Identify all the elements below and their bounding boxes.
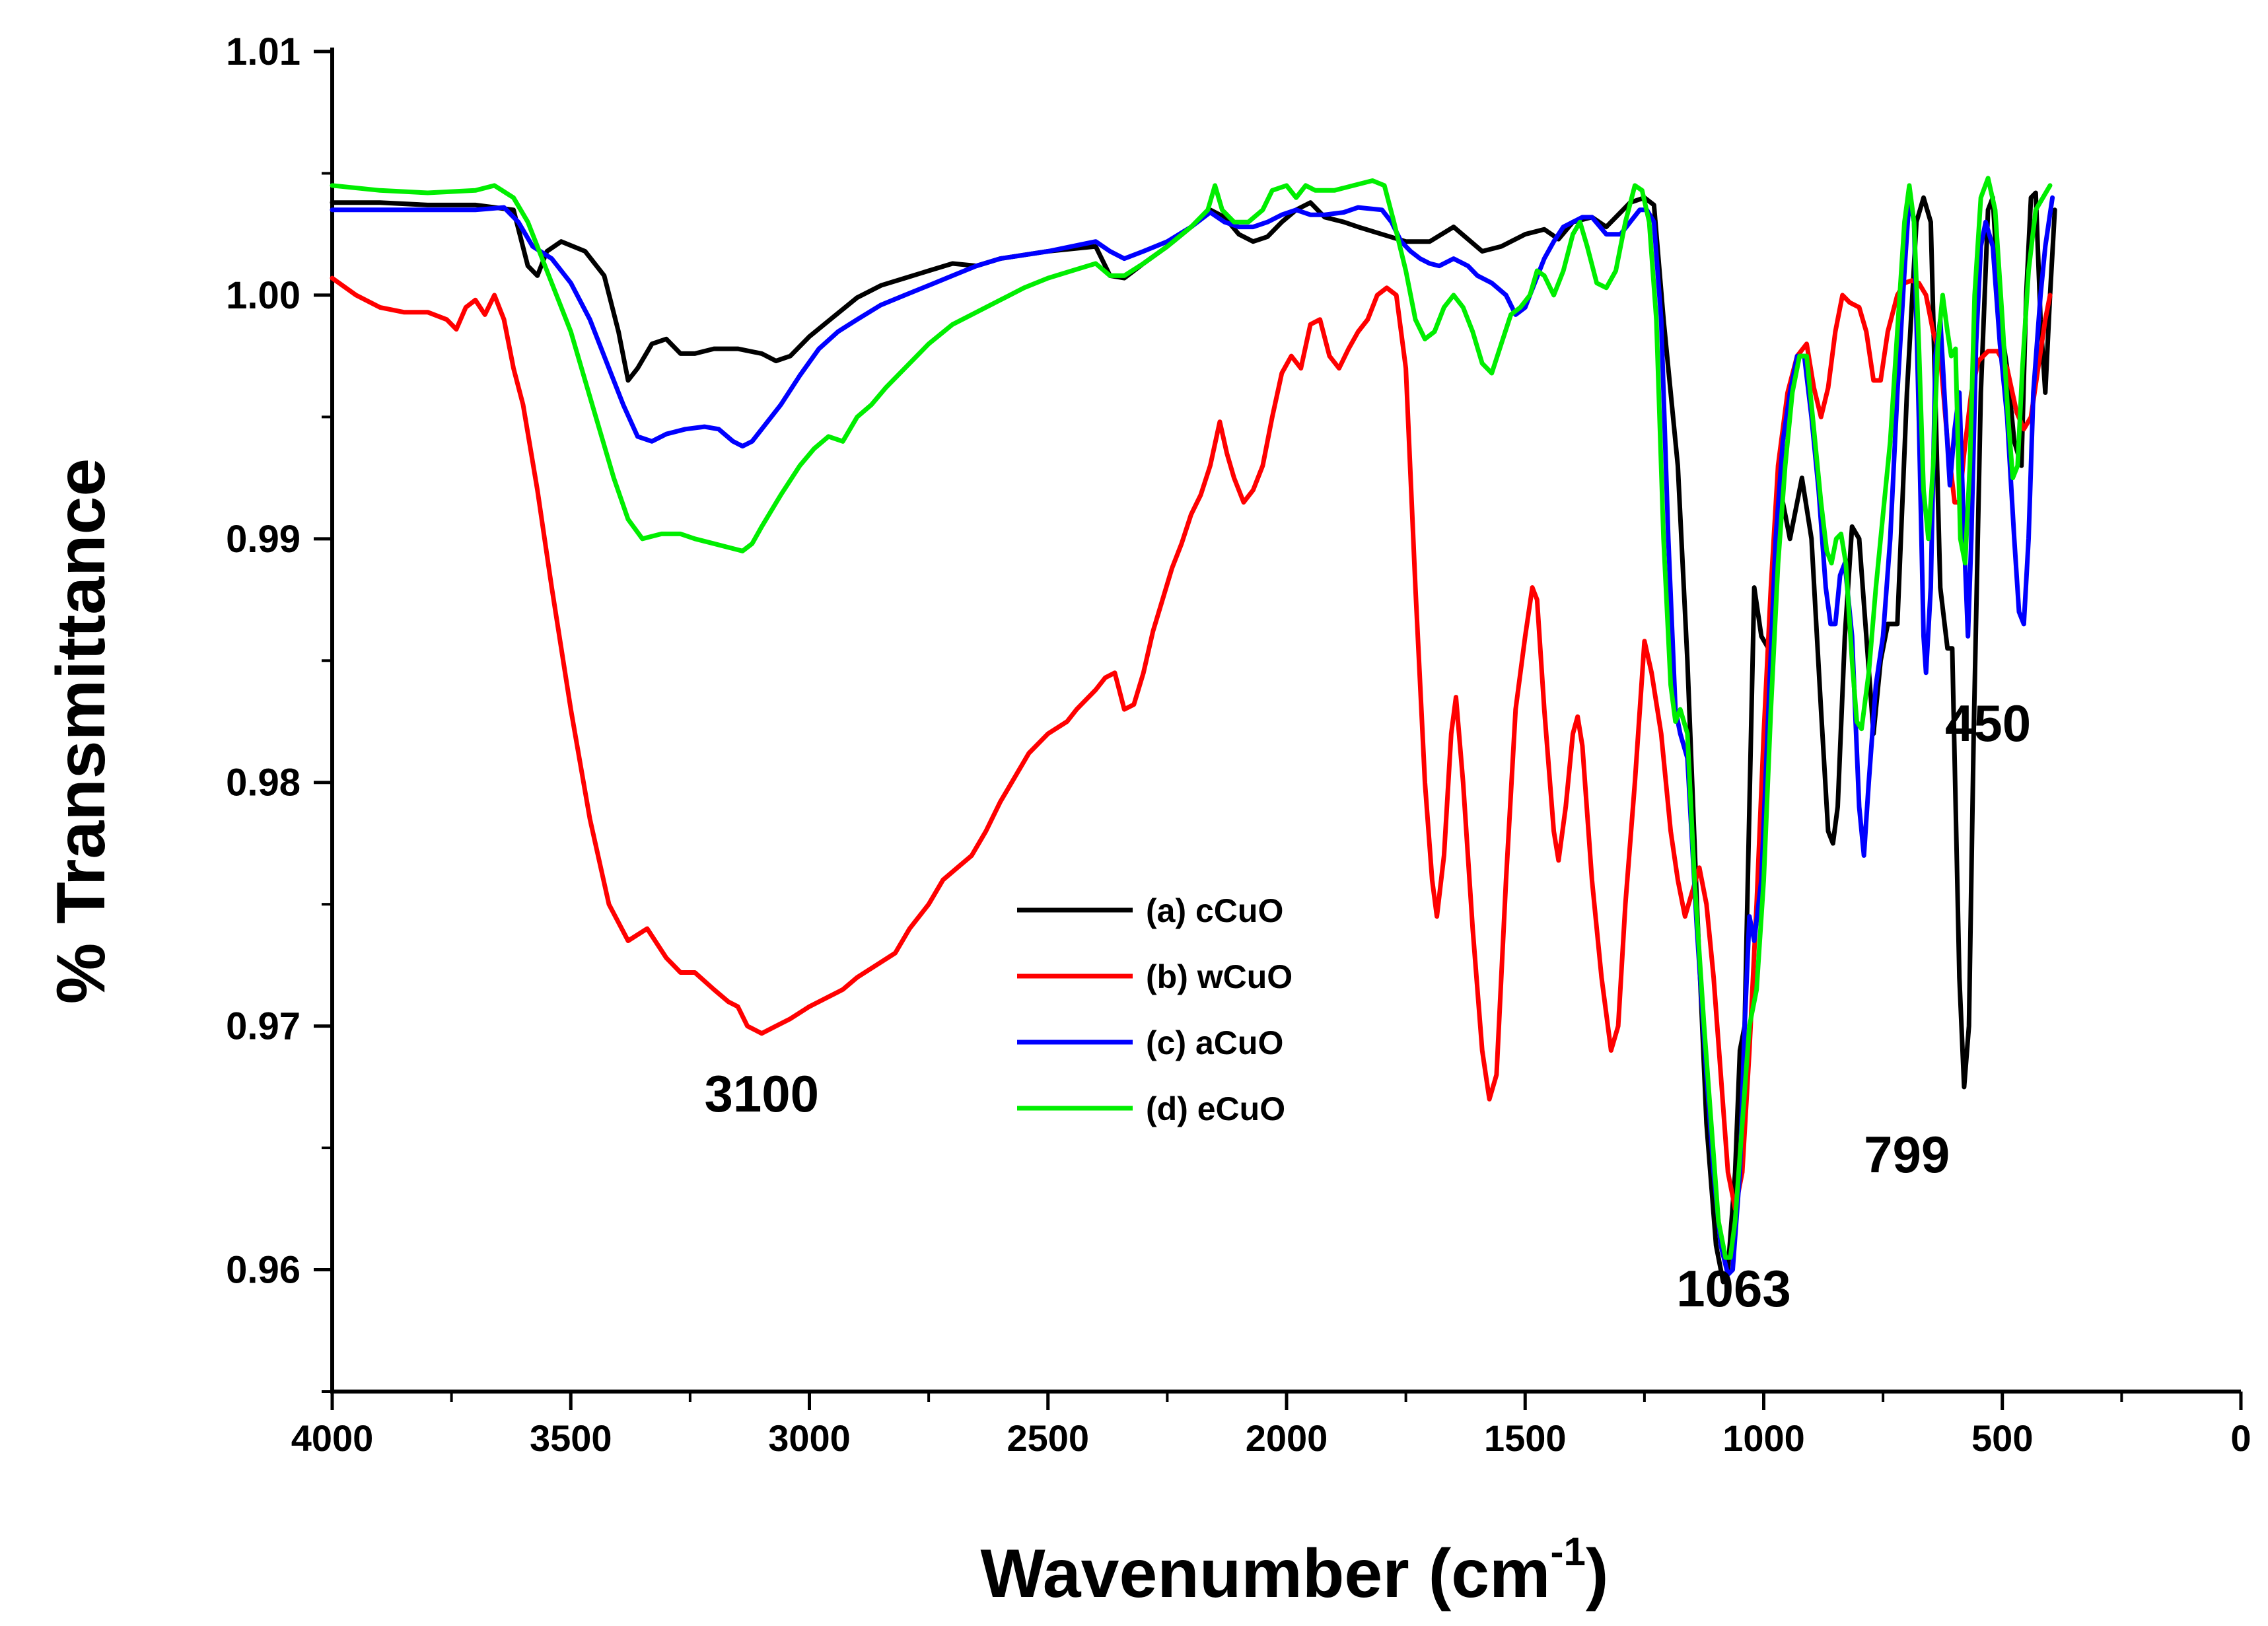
y-tick-label: 0.97 <box>226 1005 301 1048</box>
series-lines <box>330 176 2057 1285</box>
peak-annotations: 3100 1063 799 450 <box>704 694 2031 1318</box>
x-tick-label: 4000 <box>291 1417 374 1459</box>
x-tick-label: 3000 <box>768 1417 851 1459</box>
x-tick-label: 2500 <box>1007 1417 1089 1459</box>
legend: (a) cCuO (b) wCuO (c) aCuO (d) eCuO <box>1017 892 1293 1127</box>
x-axis-title-close: ) <box>1586 1536 1609 1612</box>
legend-label-a-ccuo: (a) cCuO <box>1146 892 1283 929</box>
x-axis-title-superscript: -1 <box>1551 1530 1586 1574</box>
x-tick-label: 500 <box>1971 1417 2033 1459</box>
y-tick-label: 1.00 <box>226 274 301 317</box>
legend-label-d-ecuo: (d) eCuO <box>1146 1090 1285 1127</box>
x-tick-label: 1500 <box>1484 1417 1567 1459</box>
y-tick-label: 0.98 <box>226 761 301 804</box>
y-tick-label: 0.96 <box>226 1249 301 1292</box>
y-tick-label: 0.99 <box>226 518 301 561</box>
series-line-b-wcuo <box>330 275 2053 1211</box>
axes: 4000 3500 3000 2500 2000 1500 1000 500 0 0.96 0.97… <box>226 30 2251 1459</box>
peak-label-450: 450 <box>1945 694 2031 752</box>
series-line-d-ecuo <box>330 176 2053 1260</box>
legend-label-b-wcuo: (b) wCuO <box>1146 958 1293 995</box>
x-axis-title: Wavenumber (cm-1) <box>980 1530 1608 1612</box>
x-tick-label: 2000 <box>1246 1417 1328 1459</box>
y-tick-label: 1.01 <box>226 30 301 73</box>
peak-label-1063: 1063 <box>1676 1259 1791 1318</box>
series-line-c-acuo <box>330 195 2055 1277</box>
x-tick-label: 3500 <box>530 1417 612 1459</box>
series-line-a-ccuo <box>330 190 2057 1285</box>
legend-label-c-acuo: (c) aCuO <box>1146 1024 1283 1061</box>
peak-label-3100: 3100 <box>704 1065 819 1123</box>
y-axis-title: % Transmittance <box>43 458 120 1005</box>
x-tick-label: 0 <box>2230 1417 2251 1459</box>
peak-label-799: 799 <box>1864 1125 1950 1184</box>
x-axis-title-main: Wavenumber (cm <box>980 1536 1550 1612</box>
x-tick-label: 1000 <box>1722 1417 1805 1459</box>
